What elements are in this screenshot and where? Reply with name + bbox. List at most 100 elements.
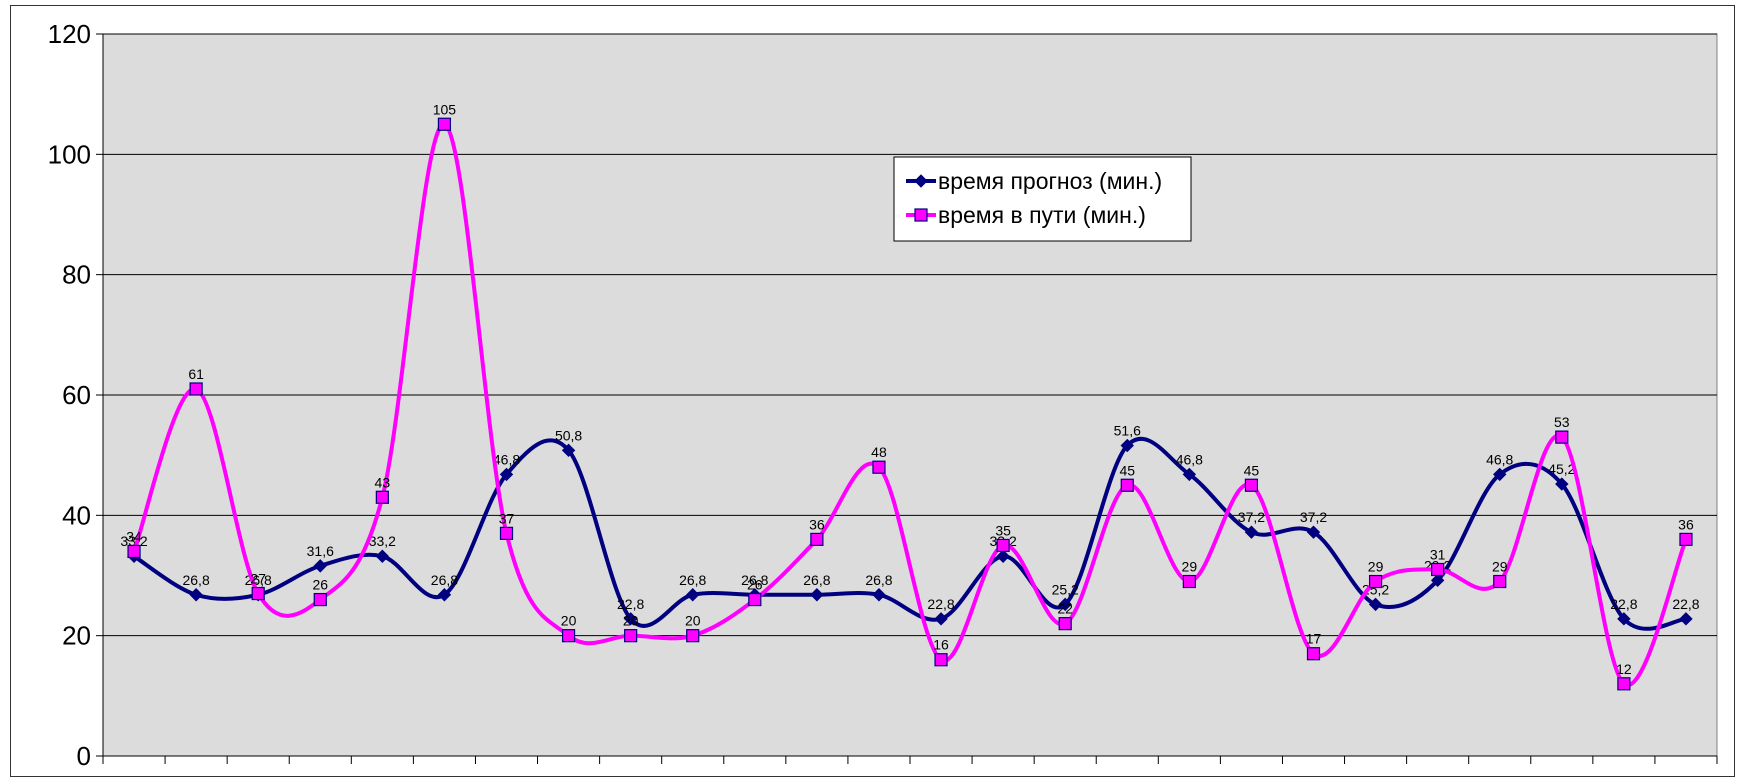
data-label: 36 xyxy=(809,516,825,532)
data-point xyxy=(1182,574,1196,589)
data-point xyxy=(810,588,824,602)
data-label: 12 xyxy=(1616,661,1632,677)
data-point xyxy=(189,382,203,396)
data-label: 29 xyxy=(1182,559,1198,575)
data-point xyxy=(1120,478,1134,492)
data-label: 46,8 xyxy=(1176,451,1203,467)
legend-swatch-marker xyxy=(914,174,928,188)
legend-label: время прогноз (мин.) xyxy=(938,168,1162,194)
data-point xyxy=(561,629,576,643)
data-label: 31 xyxy=(1430,546,1446,562)
data-point xyxy=(561,443,576,458)
legend-swatch-marker xyxy=(914,208,928,222)
data-point xyxy=(1120,438,1134,453)
data-label: 22,8 xyxy=(927,596,954,612)
data-label: 37,2 xyxy=(1300,509,1327,525)
data-point xyxy=(1679,612,1693,626)
data-label: 33,2 xyxy=(120,533,147,549)
data-point xyxy=(127,544,141,559)
data-label: 22,8 xyxy=(1672,596,1699,612)
data-label: 22 xyxy=(1057,601,1073,617)
data-label: 36 xyxy=(1678,516,1694,532)
data-point xyxy=(686,588,700,602)
data-label: 37,2 xyxy=(1238,509,1265,525)
data-label: 29 xyxy=(1368,559,1384,575)
series-2: 34 61 27 26 43 105 37 20 20 20 26 36 48 16 35 22 45 29 45 1… xyxy=(126,101,1694,691)
data-point xyxy=(1617,677,1631,691)
data-point xyxy=(1244,525,1259,539)
y-tick-label: 20 xyxy=(62,621,91,651)
data-point xyxy=(499,467,514,482)
data-label: 26,8 xyxy=(679,572,706,588)
data-point xyxy=(1555,477,1569,491)
data-label: 45,2 xyxy=(1548,461,1575,477)
data-label: 16 xyxy=(933,637,949,653)
data-label: 48 xyxy=(871,444,887,460)
data-point xyxy=(934,653,948,667)
data-point xyxy=(686,629,700,643)
data-point xyxy=(1493,467,1507,482)
data-point xyxy=(1555,430,1569,444)
data-point xyxy=(623,612,638,626)
data-label: 20 xyxy=(685,613,701,629)
data-label: 20 xyxy=(623,613,639,629)
data-label: 26,8 xyxy=(741,572,768,588)
data-label: 45 xyxy=(1119,462,1135,478)
data-label: 37 xyxy=(499,510,515,526)
data-point xyxy=(872,460,886,474)
data-point xyxy=(1368,574,1383,589)
data-point xyxy=(375,490,389,504)
data-label: 61 xyxy=(188,366,204,382)
data-point xyxy=(1679,532,1693,547)
data-point xyxy=(748,592,762,607)
data-point xyxy=(313,559,327,573)
data-label: 45 xyxy=(1244,462,1260,478)
data-point xyxy=(624,629,638,643)
data-label: 26,8 xyxy=(865,572,892,588)
data-label: 26 xyxy=(312,577,328,593)
data-label: 35 xyxy=(995,522,1011,538)
data-label: 50,8 xyxy=(555,427,582,443)
y-tick-label: 60 xyxy=(62,380,91,410)
data-label: 26 xyxy=(747,577,763,593)
data-point xyxy=(189,588,203,602)
data-point xyxy=(934,612,948,626)
data-label: 31,6 xyxy=(307,543,334,559)
data-label: 46,8 xyxy=(1486,451,1513,467)
data-point xyxy=(1306,647,1321,661)
data-point xyxy=(437,117,452,131)
data-point xyxy=(1058,597,1072,612)
y-tick-label: 120 xyxy=(48,19,91,49)
data-point xyxy=(1431,562,1445,577)
data-point xyxy=(1617,612,1631,626)
y-tick-label: 80 xyxy=(62,260,91,290)
data-point xyxy=(1368,597,1383,612)
data-label: 26,8 xyxy=(431,572,458,588)
data-point xyxy=(996,549,1010,563)
legend-label: время в пути (мин.) xyxy=(938,202,1146,228)
data-label: 26,8 xyxy=(803,572,830,588)
data-label: 33,2 xyxy=(369,533,396,549)
data-point xyxy=(996,538,1010,553)
data-label: 20 xyxy=(561,613,577,629)
data-point xyxy=(375,549,390,563)
data-label: 34 xyxy=(126,528,142,544)
data-label: 29 xyxy=(1492,559,1508,575)
series-1: 33,2 26,8 26,8 31,6 33,2 26,8 46,8 50,8 22,8 26,8… xyxy=(120,423,1700,631)
y-tick-label: 0 xyxy=(77,741,91,771)
data-label: 43 xyxy=(375,474,391,490)
data-label: 22,8 xyxy=(617,596,644,612)
data-label: 105 xyxy=(433,101,457,117)
data-point xyxy=(1306,525,1321,539)
data-point xyxy=(872,588,886,602)
data-point xyxy=(313,592,327,607)
data-label: 51,6 xyxy=(1114,423,1141,439)
data-point xyxy=(810,532,824,547)
y-tick-label: 100 xyxy=(48,139,91,169)
data-label: 26,8 xyxy=(182,572,209,588)
data-label: 25,2 xyxy=(1052,581,1079,597)
data-label: 53 xyxy=(1554,414,1570,430)
data-point xyxy=(499,526,514,540)
data-point xyxy=(1058,617,1072,631)
